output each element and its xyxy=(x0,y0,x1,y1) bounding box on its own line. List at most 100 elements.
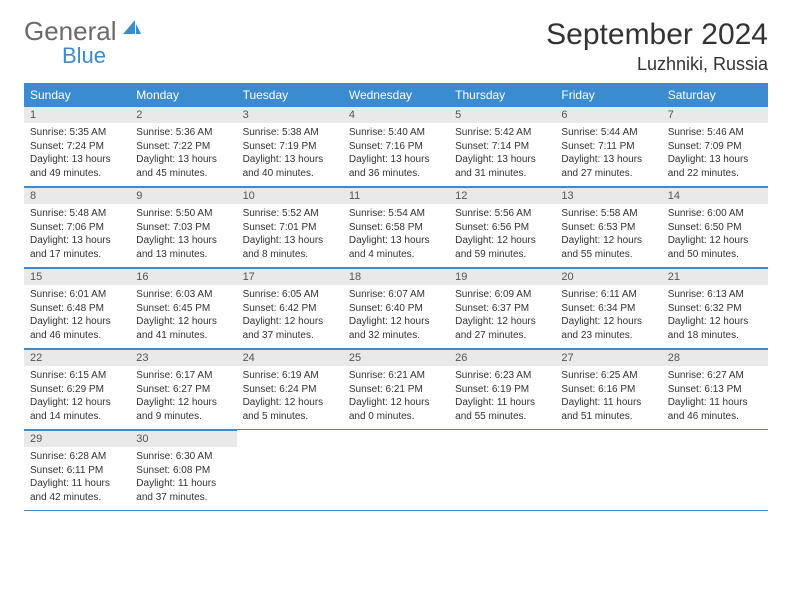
day-info: Sunrise: 6:27 AMSunset: 6:13 PMDaylight:… xyxy=(662,366,768,429)
sunrise-line: Sunrise: 5:48 AM xyxy=(30,207,124,221)
day-cell: 21Sunrise: 6:13 AMSunset: 6:32 PMDayligh… xyxy=(662,268,768,348)
day-number: 15 xyxy=(24,268,130,285)
day-number: 20 xyxy=(555,268,661,285)
daylight-line: Daylight: 12 hours and 9 minutes. xyxy=(136,396,230,423)
day-info: Sunrise: 6:23 AMSunset: 6:19 PMDaylight:… xyxy=(449,366,555,429)
day-cell: 23Sunrise: 6:17 AMSunset: 6:27 PMDayligh… xyxy=(130,349,236,429)
sunset-line: Sunset: 7:24 PM xyxy=(30,140,124,154)
sunrise-line: Sunrise: 5:58 AM xyxy=(561,207,655,221)
day-cell: 13Sunrise: 5:58 AMSunset: 6:53 PMDayligh… xyxy=(555,187,661,267)
day-number: 28 xyxy=(662,349,768,366)
daylight-line: Daylight: 13 hours and 8 minutes. xyxy=(243,234,337,261)
day-number xyxy=(662,430,768,435)
sunset-line: Sunset: 6:16 PM xyxy=(561,383,655,397)
day-cell: 3Sunrise: 5:38 AMSunset: 7:19 PMDaylight… xyxy=(237,107,343,186)
empty-cell xyxy=(449,430,555,510)
sunset-line: Sunset: 6:37 PM xyxy=(455,302,549,316)
day-info: Sunrise: 5:46 AMSunset: 7:09 PMDaylight:… xyxy=(662,123,768,186)
day-info: Sunrise: 6:05 AMSunset: 6:42 PMDaylight:… xyxy=(237,285,343,348)
day-cell: 9Sunrise: 5:50 AMSunset: 7:03 PMDaylight… xyxy=(130,187,236,267)
day-number: 9 xyxy=(130,187,236,204)
day-number: 21 xyxy=(662,268,768,285)
daylight-line: Daylight: 12 hours and 5 minutes. xyxy=(243,396,337,423)
day-info: Sunrise: 5:36 AMSunset: 7:22 PMDaylight:… xyxy=(130,123,236,186)
sunset-line: Sunset: 6:56 PM xyxy=(455,221,549,235)
sunrise-line: Sunrise: 6:01 AM xyxy=(30,288,124,302)
empty-cell xyxy=(555,430,661,510)
sunset-line: Sunset: 6:29 PM xyxy=(30,383,124,397)
weekday-header: Thursday xyxy=(449,83,555,107)
week-row: 22Sunrise: 6:15 AMSunset: 6:29 PMDayligh… xyxy=(24,349,768,430)
day-cell: 10Sunrise: 5:52 AMSunset: 7:01 PMDayligh… xyxy=(237,187,343,267)
daylight-line: Daylight: 12 hours and 32 minutes. xyxy=(349,315,443,342)
day-info: Sunrise: 5:52 AMSunset: 7:01 PMDaylight:… xyxy=(237,204,343,267)
day-cell: 6Sunrise: 5:44 AMSunset: 7:11 PMDaylight… xyxy=(555,107,661,186)
daylight-line: Daylight: 11 hours and 42 minutes. xyxy=(30,477,124,504)
sunrise-line: Sunrise: 5:56 AM xyxy=(455,207,549,221)
day-number: 27 xyxy=(555,349,661,366)
calendar: SundayMondayTuesdayWednesdayThursdayFrid… xyxy=(24,83,768,511)
day-info: Sunrise: 6:13 AMSunset: 6:32 PMDaylight:… xyxy=(662,285,768,348)
daylight-line: Daylight: 12 hours and 14 minutes. xyxy=(30,396,124,423)
day-cell: 30Sunrise: 6:30 AMSunset: 6:08 PMDayligh… xyxy=(130,430,236,510)
week-row: 29Sunrise: 6:28 AMSunset: 6:11 PMDayligh… xyxy=(24,430,768,511)
day-info: Sunrise: 6:15 AMSunset: 6:29 PMDaylight:… xyxy=(24,366,130,429)
week-row: 15Sunrise: 6:01 AMSunset: 6:48 PMDayligh… xyxy=(24,268,768,349)
daylight-line: Daylight: 11 hours and 55 minutes. xyxy=(455,396,549,423)
daylight-line: Daylight: 11 hours and 51 minutes. xyxy=(561,396,655,423)
sunrise-line: Sunrise: 6:15 AM xyxy=(30,369,124,383)
weekday-header: Wednesday xyxy=(343,83,449,107)
day-cell: 24Sunrise: 6:19 AMSunset: 6:24 PMDayligh… xyxy=(237,349,343,429)
logo-sail-icon xyxy=(121,18,143,36)
day-cell: 1Sunrise: 5:35 AMSunset: 7:24 PMDaylight… xyxy=(24,107,130,186)
daylight-line: Daylight: 11 hours and 46 minutes. xyxy=(668,396,762,423)
daylight-line: Daylight: 12 hours and 18 minutes. xyxy=(668,315,762,342)
daylight-line: Daylight: 13 hours and 13 minutes. xyxy=(136,234,230,261)
daylight-line: Daylight: 12 hours and 27 minutes. xyxy=(455,315,549,342)
day-number: 22 xyxy=(24,349,130,366)
day-info: Sunrise: 6:19 AMSunset: 6:24 PMDaylight:… xyxy=(237,366,343,429)
daylight-line: Daylight: 13 hours and 49 minutes. xyxy=(30,153,124,180)
sunrise-line: Sunrise: 5:36 AM xyxy=(136,126,230,140)
day-cell: 19Sunrise: 6:09 AMSunset: 6:37 PMDayligh… xyxy=(449,268,555,348)
day-info: Sunrise: 5:44 AMSunset: 7:11 PMDaylight:… xyxy=(555,123,661,186)
day-number xyxy=(237,430,343,435)
sunset-line: Sunset: 7:11 PM xyxy=(561,140,655,154)
sunset-line: Sunset: 6:19 PM xyxy=(455,383,549,397)
sunset-line: Sunset: 6:27 PM xyxy=(136,383,230,397)
sunset-line: Sunset: 7:09 PM xyxy=(668,140,762,154)
sunrise-line: Sunrise: 5:50 AM xyxy=(136,207,230,221)
day-cell: 5Sunrise: 5:42 AMSunset: 7:14 PMDaylight… xyxy=(449,107,555,186)
sunrise-line: Sunrise: 5:52 AM xyxy=(243,207,337,221)
day-info: Sunrise: 6:07 AMSunset: 6:40 PMDaylight:… xyxy=(343,285,449,348)
day-number: 19 xyxy=(449,268,555,285)
day-number: 10 xyxy=(237,187,343,204)
day-info: Sunrise: 5:35 AMSunset: 7:24 PMDaylight:… xyxy=(24,123,130,186)
daylight-line: Daylight: 12 hours and 23 minutes. xyxy=(561,315,655,342)
daylight-line: Daylight: 12 hours and 0 minutes. xyxy=(349,396,443,423)
daylight-line: Daylight: 12 hours and 46 minutes. xyxy=(30,315,124,342)
daylight-line: Daylight: 11 hours and 37 minutes. xyxy=(136,477,230,504)
sunset-line: Sunset: 7:16 PM xyxy=(349,140,443,154)
weekday-header-row: SundayMondayTuesdayWednesdayThursdayFrid… xyxy=(24,83,768,107)
day-info: Sunrise: 6:30 AMSunset: 6:08 PMDaylight:… xyxy=(130,447,236,510)
day-cell: 11Sunrise: 5:54 AMSunset: 6:58 PMDayligh… xyxy=(343,187,449,267)
day-number: 6 xyxy=(555,107,661,123)
day-cell: 28Sunrise: 6:27 AMSunset: 6:13 PMDayligh… xyxy=(662,349,768,429)
sunset-line: Sunset: 6:08 PM xyxy=(136,464,230,478)
sunset-line: Sunset: 6:42 PM xyxy=(243,302,337,316)
day-number: 25 xyxy=(343,349,449,366)
sunrise-line: Sunrise: 6:03 AM xyxy=(136,288,230,302)
day-number: 12 xyxy=(449,187,555,204)
sunset-line: Sunset: 7:14 PM xyxy=(455,140,549,154)
day-info: Sunrise: 6:00 AMSunset: 6:50 PMDaylight:… xyxy=(662,204,768,267)
day-number: 13 xyxy=(555,187,661,204)
location: Luzhniki, Russia xyxy=(546,54,768,75)
sunset-line: Sunset: 6:48 PM xyxy=(30,302,124,316)
day-cell: 22Sunrise: 6:15 AMSunset: 6:29 PMDayligh… xyxy=(24,349,130,429)
daylight-line: Daylight: 13 hours and 45 minutes. xyxy=(136,153,230,180)
day-info: Sunrise: 6:28 AMSunset: 6:11 PMDaylight:… xyxy=(24,447,130,510)
sunrise-line: Sunrise: 6:13 AM xyxy=(668,288,762,302)
day-cell: 27Sunrise: 6:25 AMSunset: 6:16 PMDayligh… xyxy=(555,349,661,429)
day-info: Sunrise: 6:21 AMSunset: 6:21 PMDaylight:… xyxy=(343,366,449,429)
